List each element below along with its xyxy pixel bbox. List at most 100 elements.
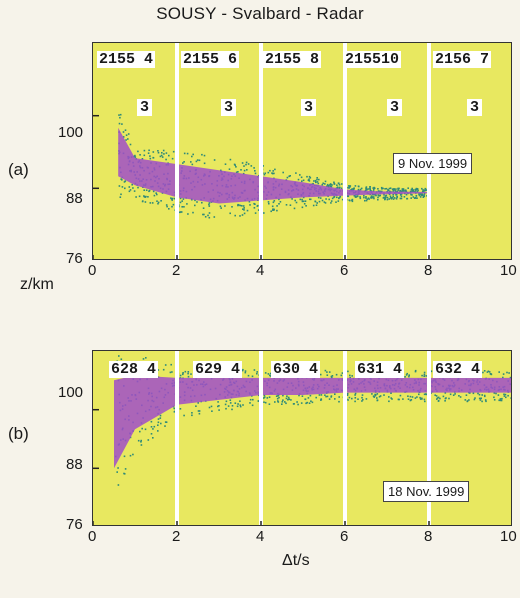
panel-a-run-label: 2155 8 [263, 51, 322, 68]
echo-speckle [436, 398, 438, 400]
echo-speckle [243, 165, 245, 167]
echo-speckle [220, 169, 222, 172]
echo-speckle [125, 139, 127, 141]
echo-speckle [458, 395, 460, 397]
echo-speckle [340, 183, 343, 185]
echo-speckle [388, 193, 391, 196]
echo-speckle [330, 202, 332, 204]
echo-speckle [287, 396, 290, 399]
echo-speckle [198, 159, 201, 162]
echo-speckle [382, 187, 384, 190]
page-title: SOUSY - Svalbard - Radar [156, 4, 364, 23]
echo-speckle [118, 355, 120, 357]
echo-speckle [369, 186, 371, 188]
echo-speckle [122, 136, 125, 138]
echo-speckle [124, 468, 127, 470]
echo-speckle [309, 394, 312, 397]
echo-speckle [239, 215, 241, 217]
echo-speckle [399, 193, 402, 195]
echo-speckle [208, 203, 210, 206]
echo-speckle [290, 399, 292, 401]
echo-speckle [407, 187, 409, 189]
echo-speckle [145, 357, 147, 359]
echo-speckle [139, 154, 141, 156]
echo-speckle [306, 175, 308, 178]
echo-speckle [147, 152, 150, 154]
run-separator [343, 43, 347, 259]
echo-speckle [396, 190, 399, 193]
echo-speckle [363, 196, 365, 199]
panel-a-ylabel: z/km [20, 276, 54, 293]
echo-speckle [404, 189, 407, 192]
echo-speckle [262, 165, 264, 167]
echo-speckle [340, 187, 343, 190]
echo-speckle [151, 202, 154, 204]
echo-speckle [414, 369, 417, 372]
echo-speckle [354, 195, 357, 198]
echo-speckle [149, 157, 152, 160]
echo-speckle [472, 392, 475, 395]
echo-speckle [263, 396, 266, 398]
echo-speckle [231, 206, 233, 208]
echo-speckle [254, 212, 257, 214]
panel-b-plot: 628 4 629 4 630 4 631 4 632 4 18 Nov. 19… [92, 350, 512, 526]
panel-a-xtick: 8 [424, 262, 433, 279]
echo-speckle [383, 194, 385, 196]
echo-speckle [421, 194, 424, 197]
echo-speckle [333, 195, 336, 198]
echo-speckle [486, 371, 489, 373]
echo-speckle [386, 198, 389, 201]
echo-speckle [355, 196, 358, 198]
echo-speckle [143, 189, 145, 191]
panel-b-tag: (b) [8, 424, 29, 443]
echo-speckle [368, 198, 370, 200]
echo-speckle [161, 152, 163, 154]
echo-speckle [357, 188, 360, 191]
echo-speckle [354, 185, 357, 187]
echo-speckle [139, 430, 141, 433]
echo-speckle [183, 206, 185, 208]
echo-speckle [182, 372, 184, 374]
echo-speckle [276, 205, 278, 207]
echo-speckle [316, 177, 318, 179]
echo-speckle [390, 198, 393, 200]
echo-speckle [408, 374, 410, 376]
echo-speckle [271, 172, 274, 175]
echo-speckle [405, 190, 407, 192]
panel-b-ytick-88: 88 [66, 456, 83, 473]
echo-speckle [397, 187, 399, 190]
echo-speckle [415, 188, 417, 191]
echo-speckle [499, 398, 502, 400]
echo-speckle [157, 424, 159, 426]
echo-speckle [288, 175, 290, 178]
echo-speckle [159, 414, 162, 417]
echo-speckle [287, 398, 289, 401]
echo-speckle [397, 189, 399, 191]
echo-speckle [144, 201, 147, 203]
echo-speckle [321, 183, 324, 186]
echo-speckle [389, 197, 392, 199]
echo-speckle [388, 190, 391, 192]
echo-speckle [341, 198, 344, 201]
panel-a-run-label: 2155 4 [97, 51, 156, 68]
echo-speckle [198, 412, 201, 415]
echo-speckle [481, 394, 483, 396]
echo-speckle [351, 188, 353, 190]
echo-speckle [217, 405, 219, 408]
echo-speckle [274, 168, 276, 171]
echo-speckle [423, 194, 425, 196]
echo-speckle [304, 398, 306, 400]
echo-speckle [423, 393, 426, 396]
echo-speckle [423, 371, 426, 374]
echo-speckle [307, 179, 310, 181]
echo-speckle [400, 195, 403, 198]
panel-a-ytick-76: 76 [66, 250, 83, 267]
echo-speckle [253, 202, 255, 205]
echo-speckle [263, 394, 266, 397]
echo-speckle [409, 399, 412, 402]
echo-speckle [454, 393, 456, 395]
echo-speckle [405, 193, 408, 196]
echo-speckle [425, 375, 427, 377]
echo-speckle [334, 398, 336, 400]
echo-speckle [328, 398, 331, 400]
